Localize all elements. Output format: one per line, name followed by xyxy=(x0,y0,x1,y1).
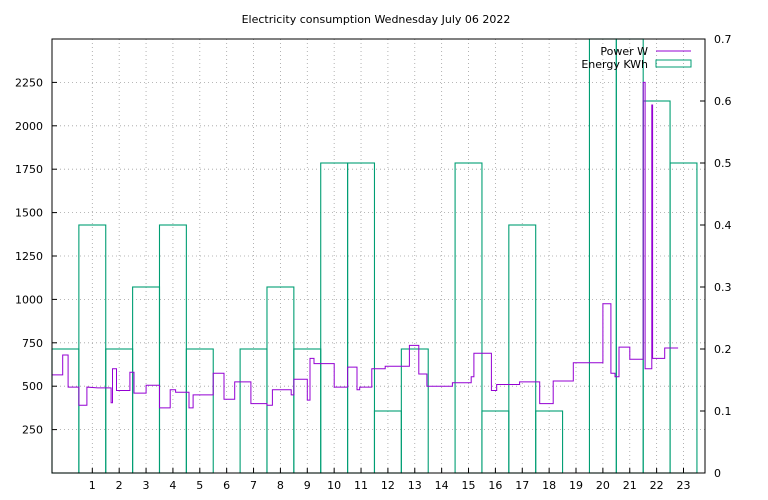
y2-tick-label-0.5: 0.5 xyxy=(714,157,732,170)
y2-tick-label-0.4: 0.4 xyxy=(714,219,732,232)
x-tick-label-22: 22 xyxy=(650,479,664,492)
x-tick-label-15: 15 xyxy=(462,479,476,492)
x-axis: 1 2 3 4 5 6 7 8 9 10 11 12 13 14 15 16 17 18 19 20 21 22 23 xyxy=(89,468,691,492)
y-axis-left: 250 500 750 1000 1250 1500 1750 2000 2250 xyxy=(15,76,57,437)
x-tick-label-10: 10 xyxy=(327,479,341,492)
y-tick-label-2000: 2000 xyxy=(15,120,43,133)
grid-lines xyxy=(52,39,705,473)
plot-frame xyxy=(51,38,706,474)
x-tick-label-9: 9 xyxy=(304,479,311,492)
y2-tick-label-0.2: 0.2 xyxy=(714,343,732,356)
x-tick-label-13: 13 xyxy=(408,479,422,492)
y-tick-label-1250: 1250 xyxy=(15,250,43,263)
x-tick-label-6: 6 xyxy=(223,479,230,492)
legend: Power W Energy KWh xyxy=(581,45,692,71)
x-tick-label-23: 23 xyxy=(677,479,691,492)
x-tick-label-4: 4 xyxy=(169,479,176,492)
y2-tick-label-0.6: 0.6 xyxy=(714,95,732,108)
x-tick-label-11: 11 xyxy=(354,479,368,492)
legend-swatch-energy xyxy=(655,59,692,68)
y-tick-label-1500: 1500 xyxy=(15,207,43,220)
x-tick-label-20: 20 xyxy=(596,479,610,492)
x-tick-label-19: 19 xyxy=(569,479,583,492)
y2-tick-label-0.7: 0.7 xyxy=(714,33,732,46)
x-tick-label-21: 21 xyxy=(623,479,637,492)
power-series xyxy=(52,81,679,409)
y2-tick-label-0.1: 0.1 xyxy=(714,405,732,418)
y-tick-label-500: 500 xyxy=(22,380,43,393)
y-tick-label-1750: 1750 xyxy=(15,163,43,176)
energy-bar-hour-15 xyxy=(454,162,483,474)
y-tick-label-2250: 2250 xyxy=(15,76,43,89)
x-tick-label-12: 12 xyxy=(381,479,395,492)
y2-tick-label-0: 0 xyxy=(714,467,721,480)
y-tick-label-1000: 1000 xyxy=(15,293,43,306)
power-line xyxy=(52,81,679,409)
x-tick-label-3: 3 xyxy=(143,479,150,492)
energy-bar-hour-11 xyxy=(347,162,376,474)
legend-label-power: Power W xyxy=(600,45,648,58)
y-tick-label-750: 750 xyxy=(22,337,43,350)
x-tick-label-14: 14 xyxy=(435,479,449,492)
energy-bar-hour-10 xyxy=(320,162,349,474)
y2-tick-label-0.3: 0.3 xyxy=(714,281,732,294)
energy-bar-hour-0 xyxy=(51,348,80,474)
x-tick-label-7: 7 xyxy=(250,479,257,492)
x-tick-label-1: 1 xyxy=(89,479,96,492)
energy-bar-hour-23 xyxy=(669,162,698,474)
x-tick-label-16: 16 xyxy=(488,479,502,492)
legend-label-energy: Energy KWh xyxy=(581,58,648,71)
chart-title: Electricity consumption Wednesday July 0… xyxy=(242,13,511,26)
y-axis-right: 0 0.1 0.2 0.3 0.4 0.5 0.6 0.7 xyxy=(700,33,732,480)
x-tick-label-18: 18 xyxy=(542,479,556,492)
x-tick-label-17: 17 xyxy=(515,479,529,492)
x-tick-label-2: 2 xyxy=(116,479,123,492)
x-tick-label-5: 5 xyxy=(196,479,203,492)
y-tick-label-250: 250 xyxy=(22,424,43,437)
x-tick-label-8: 8 xyxy=(277,479,284,492)
